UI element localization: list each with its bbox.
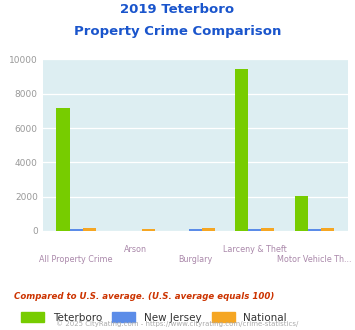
Text: Burglary: Burglary (178, 255, 212, 264)
Bar (308, 229, 321, 231)
Bar (261, 228, 274, 231)
Text: Motor Vehicle Th...: Motor Vehicle Th... (277, 255, 351, 264)
Bar (83, 228, 96, 231)
Bar (235, 69, 248, 231)
Bar (202, 228, 215, 231)
Text: © 2025 CityRating.com - https://www.cityrating.com/crime-statistics/: © 2025 CityRating.com - https://www.city… (56, 320, 299, 327)
Legend: Teterboro, New Jersey, National: Teterboro, New Jersey, National (17, 308, 291, 327)
Text: All Property Crime: All Property Crime (39, 255, 113, 264)
Text: Arson: Arson (124, 245, 147, 254)
Text: Compared to U.S. average. (U.S. average equals 100): Compared to U.S. average. (U.S. average … (14, 292, 274, 301)
Bar (70, 229, 83, 231)
Bar (321, 228, 334, 231)
Bar (295, 196, 308, 231)
Bar (248, 229, 261, 231)
Bar (56, 108, 70, 231)
Text: 2019 Teterboro: 2019 Teterboro (120, 3, 235, 16)
Text: Larceny & Theft: Larceny & Theft (223, 245, 287, 254)
Bar (189, 229, 202, 231)
Bar (142, 229, 155, 231)
Text: Property Crime Comparison: Property Crime Comparison (74, 25, 281, 38)
